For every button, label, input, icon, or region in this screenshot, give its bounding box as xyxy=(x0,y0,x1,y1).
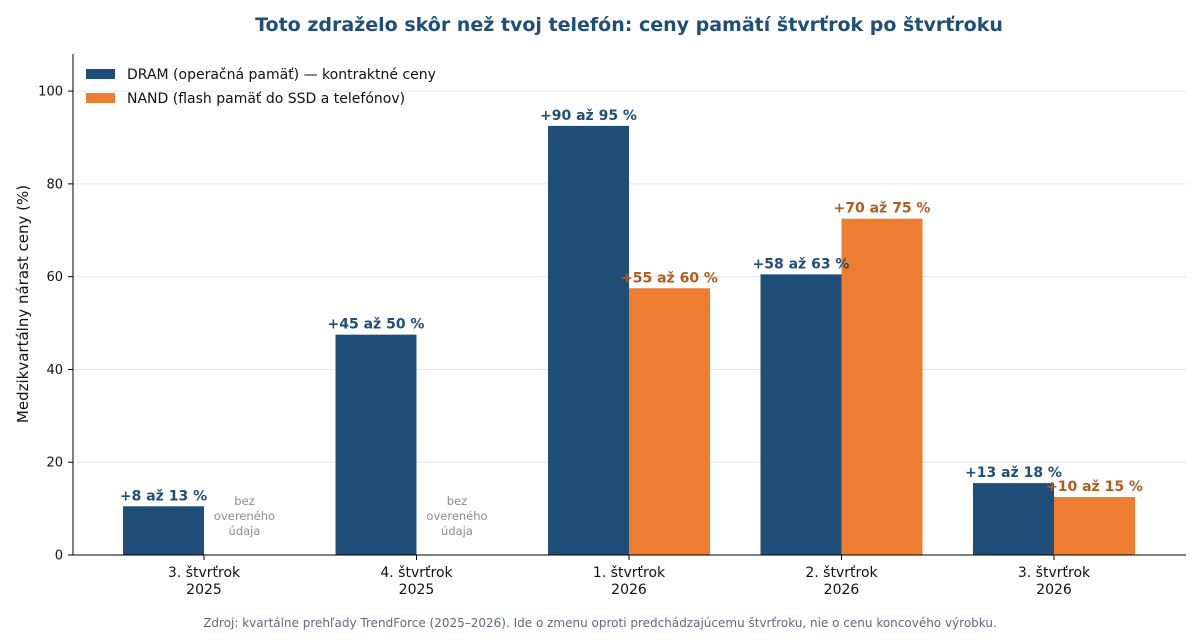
x-tick-label: 2. štvrťrok 2026 xyxy=(805,565,878,598)
dram-data-label: +90 až 95 % xyxy=(540,108,637,124)
gridlines xyxy=(73,90,1186,463)
dram-bar xyxy=(335,334,417,555)
nand-legend-label: NAND (flash pamäť do SSD a telefónov) xyxy=(127,91,405,107)
legend: DRAM (operačná pamäť) — kontraktné ceny N… xyxy=(86,67,436,107)
y-tick-label: 60 xyxy=(46,270,63,285)
x-tick-label: 1. štvrťrok 2026 xyxy=(593,565,666,598)
dram-data-label: +13 až 18 % xyxy=(965,465,1062,481)
dram-bar xyxy=(548,125,629,556)
y-tick-label: 80 xyxy=(46,177,63,192)
source-note: Zdroj: kvartálne prehľady TrendForce (20… xyxy=(203,616,997,630)
x-tick-label: 4. štvrťrok 2025 xyxy=(380,565,453,598)
y-tick-label: 100 xyxy=(38,85,63,100)
nand-data-label: +55 až 60 % xyxy=(621,270,718,286)
y-axis-label: Medzikvartálny nárast ceny (%) xyxy=(14,185,32,423)
y-tick-label: 40 xyxy=(46,363,63,378)
chart-title: Toto zdraželo skôr než tvoj telefón: cen… xyxy=(255,14,1003,36)
y-tick-label: 0 xyxy=(55,549,63,564)
x-tick-label: 3. štvrťrok 2025 xyxy=(168,565,241,598)
bars xyxy=(123,125,1135,556)
nand-bar xyxy=(1054,497,1135,555)
nand-data-label: +70 až 75 % xyxy=(834,201,931,217)
dram-legend-label: DRAM (operačná pamäť) — kontraktné ceny xyxy=(127,67,436,83)
dram-legend-swatch xyxy=(86,69,115,79)
nand-data-label: +10 až 15 % xyxy=(1046,479,1143,495)
dram-data-label: +45 až 50 % xyxy=(328,317,425,333)
y-tick-label: 20 xyxy=(46,456,63,471)
missing-data-label: bez overeného údaja xyxy=(426,494,487,538)
nand-bar xyxy=(841,218,923,556)
axes: 0 20 40 60 80 100 3. štvrťrok 2025 4. štvrťrok 20… xyxy=(38,54,1186,598)
data-labels: +8 až 13 % bez overeného údaja +45 až 50 % be… xyxy=(120,108,1143,538)
dram-bar xyxy=(973,483,1054,555)
dram-data-label: +58 až 63 % xyxy=(753,256,850,272)
nand-legend-swatch xyxy=(86,93,115,103)
dram-data-label: +8 až 13 % xyxy=(120,488,207,504)
nand-bar xyxy=(629,288,710,555)
dram-bar xyxy=(760,274,842,555)
x-tick-label: 3. štvrťrok 2026 xyxy=(1018,565,1091,598)
missing-data-label: bez overeného údaja xyxy=(214,494,275,538)
dram-bar xyxy=(123,506,204,555)
